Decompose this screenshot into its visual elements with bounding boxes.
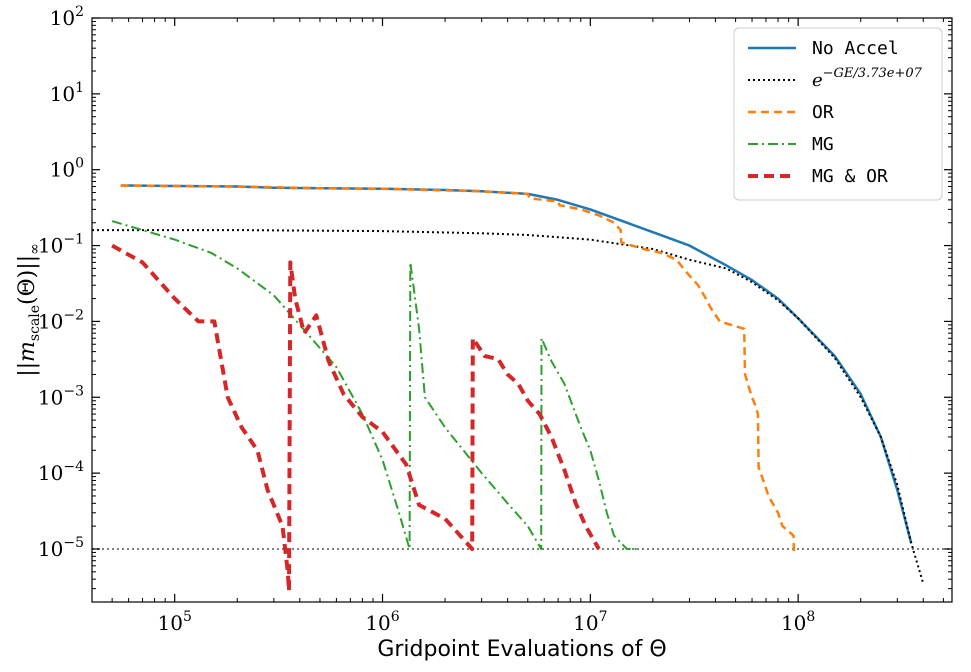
y-axis-label: ||mscale(Θ)||∞	[15, 243, 43, 377]
y-tick-label: 10−3	[38, 383, 84, 409]
y-tick-label: 10−4	[38, 459, 84, 485]
legend-label: MG & OR	[812, 166, 888, 187]
svg-text:||mscale(Θ)||∞: ||mscale(Θ)||∞	[15, 243, 43, 377]
legend-box	[733, 27, 943, 201]
y-tick-label: 10−2	[38, 307, 84, 333]
x-tick-label: 108	[781, 609, 815, 635]
y-tick-label: 100	[50, 156, 84, 182]
series-line-2	[120, 184, 796, 555]
x-tick-label: 105	[158, 609, 192, 635]
x-axis-label: Gridpoint Evaluations of Θ	[377, 637, 666, 662]
y-tick-label: 10−1	[38, 232, 84, 258]
series-layer	[92, 184, 952, 593]
legend-label: e−GE/3.73e+07	[812, 66, 923, 91]
legend-label: No Accel	[812, 38, 899, 59]
series-line-4	[111, 243, 601, 593]
y-tick-label: 101	[50, 80, 84, 106]
y-tick-label: 10−5	[38, 535, 84, 561]
x-tick-label: 107	[573, 609, 607, 635]
legend-label: OR	[812, 102, 834, 123]
x-tick-label: 106	[365, 609, 399, 635]
y-tick-label: 102	[50, 4, 84, 30]
legend: No Accel e−GE/3.73e+07 OR MG MG & OR	[733, 27, 943, 201]
axes-frame	[91, 17, 953, 603]
axes-layer: 105 106 107 108 10−5 10−4 10−3 10−2 10−1 100 101 10…	[38, 4, 953, 635]
legend-label: MG	[812, 134, 834, 155]
